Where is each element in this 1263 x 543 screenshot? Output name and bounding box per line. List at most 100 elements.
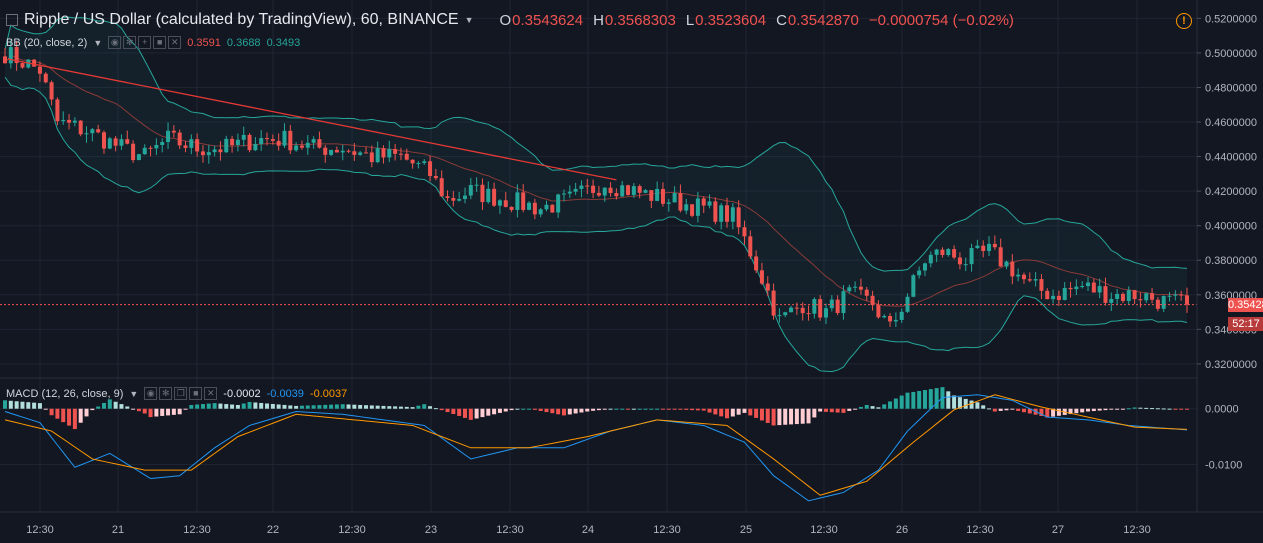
macd-histogram-bar xyxy=(270,403,275,409)
gear-icon[interactable]: ✻ xyxy=(159,387,173,400)
price-tick-label: 0.5000000 xyxy=(1205,48,1257,60)
close-icon[interactable]: ✕ xyxy=(204,387,218,400)
chevron-down-icon[interactable]: ▼ xyxy=(93,37,103,48)
candle-body xyxy=(305,142,310,148)
macd-histogram-bar xyxy=(957,397,962,409)
candle-body xyxy=(1033,279,1038,281)
macd-histogram-bar xyxy=(148,408,153,418)
macd-histogram-bar xyxy=(853,408,858,410)
candle-body xyxy=(113,138,118,146)
macd-histogram-bar xyxy=(1138,407,1143,409)
macd-histogram-bar xyxy=(37,403,42,409)
warning-icon[interactable]: ! xyxy=(1176,13,1192,29)
macd-histogram-bar xyxy=(806,408,811,424)
candle-body xyxy=(200,151,205,156)
macd-histogram-bar xyxy=(847,408,852,411)
candle-body xyxy=(742,227,747,237)
macd-histogram-bar xyxy=(131,408,136,410)
macd-histogram-bar xyxy=(369,405,374,409)
candle-body xyxy=(1185,295,1189,305)
candle-body xyxy=(61,119,66,122)
candle-body xyxy=(515,192,520,210)
eye-icon[interactable]: ◉ xyxy=(144,387,158,400)
macd-histogram-bar xyxy=(43,408,48,410)
more-icon[interactable]: ■ xyxy=(153,36,167,49)
chevron-down-icon[interactable]: ▼ xyxy=(129,388,139,399)
price-tick-label: 0.3200000 xyxy=(1205,359,1257,371)
ohlc-close: C0.3542870 xyxy=(776,11,859,29)
macd-histogram-bar xyxy=(975,402,980,409)
macd-pane xyxy=(0,377,1263,502)
ohlc-high: H0.3568303 xyxy=(593,11,676,29)
candle-body xyxy=(678,193,683,211)
macd-histogram-bar xyxy=(870,406,875,409)
collapse-icon[interactable] xyxy=(6,14,18,26)
macd-histogram-bar xyxy=(1185,408,1189,410)
macd-histogram-bar xyxy=(171,408,176,415)
close-icon[interactable]: ✕ xyxy=(168,36,182,49)
eye-icon[interactable]: ◉ xyxy=(108,36,122,49)
macd-histogram-bar xyxy=(556,408,561,415)
time-tick-label: 12:30 xyxy=(496,524,524,536)
candle-body xyxy=(422,161,427,164)
candle-body xyxy=(387,149,392,158)
macd-histogram-bar xyxy=(544,408,549,413)
candle-body xyxy=(346,150,351,152)
candle-body xyxy=(101,132,106,149)
candle-body xyxy=(858,286,863,290)
candle-body xyxy=(142,147,147,155)
macd-histogram-bar xyxy=(981,405,986,409)
candle-body xyxy=(1120,293,1125,301)
candle-body xyxy=(1010,261,1015,277)
macd-histogram-bar xyxy=(1126,408,1131,410)
macd-histogram-bar xyxy=(1097,408,1102,411)
candle-body xyxy=(608,187,613,194)
macd-histogram-bar xyxy=(672,408,677,410)
macd-histogram-bar xyxy=(416,405,421,409)
chevron-down-icon[interactable]: ▼ xyxy=(464,15,474,25)
macd-histogram-bar xyxy=(1167,408,1172,410)
macd-histogram-bar xyxy=(3,400,7,409)
macd-signal-value: -0.0037 xyxy=(309,387,348,400)
more-icon[interactable]: ■ xyxy=(189,387,203,400)
source-icon[interactable]: ❐ xyxy=(174,387,188,400)
candle-body xyxy=(946,249,951,256)
macd-histogram-bar xyxy=(189,404,194,409)
macd-histogram-bar xyxy=(381,405,386,409)
candle-body xyxy=(1080,286,1085,288)
bar-countdown-tag: 52:17 xyxy=(1228,317,1263,331)
candle-body xyxy=(818,299,823,318)
candle-body xyxy=(660,188,665,204)
gear-icon[interactable]: ✻ xyxy=(123,36,137,49)
candle-body xyxy=(952,249,957,258)
macd-histogram-bar xyxy=(125,406,130,409)
price-tick-label: 0.4400000 xyxy=(1205,152,1257,164)
time-tick-label: 21 xyxy=(112,524,124,536)
macd-histogram-bar xyxy=(1161,408,1166,410)
macd-histogram-bar xyxy=(1150,408,1155,410)
add-icon[interactable]: + xyxy=(138,36,152,49)
candle-body xyxy=(591,185,596,193)
macd-histogram-bar xyxy=(1115,408,1120,410)
symbol-title[interactable]: Ripple / US Dollar (calculated by Tradin… xyxy=(24,11,459,28)
candle-body xyxy=(1150,293,1155,300)
bb-label[interactable]: BB (20, close, 2) xyxy=(6,36,88,49)
ohlc-change: −0.0000754 (−0.02%) xyxy=(868,11,1014,29)
candle-body xyxy=(987,243,992,252)
macd-histogram-bar xyxy=(61,408,66,423)
macd-histogram-bar xyxy=(701,408,706,411)
macd-histogram-bar xyxy=(922,390,927,409)
candle-body xyxy=(771,290,776,316)
macd-histogram-bar xyxy=(946,391,951,409)
candle-body xyxy=(352,151,357,155)
macd-histogram-bar xyxy=(492,408,497,415)
macd-histogram-bar xyxy=(393,406,398,409)
candle-body xyxy=(492,188,497,206)
macd-label[interactable]: MACD (12, 26, close, 9) xyxy=(6,387,124,400)
macd-histogram-bar xyxy=(113,401,118,409)
candlestick-series xyxy=(3,40,1189,327)
macd-histogram-bar xyxy=(1056,408,1061,416)
macd-histogram-bar xyxy=(1039,408,1044,416)
price-tick-label: 0.4600000 xyxy=(1205,117,1257,129)
